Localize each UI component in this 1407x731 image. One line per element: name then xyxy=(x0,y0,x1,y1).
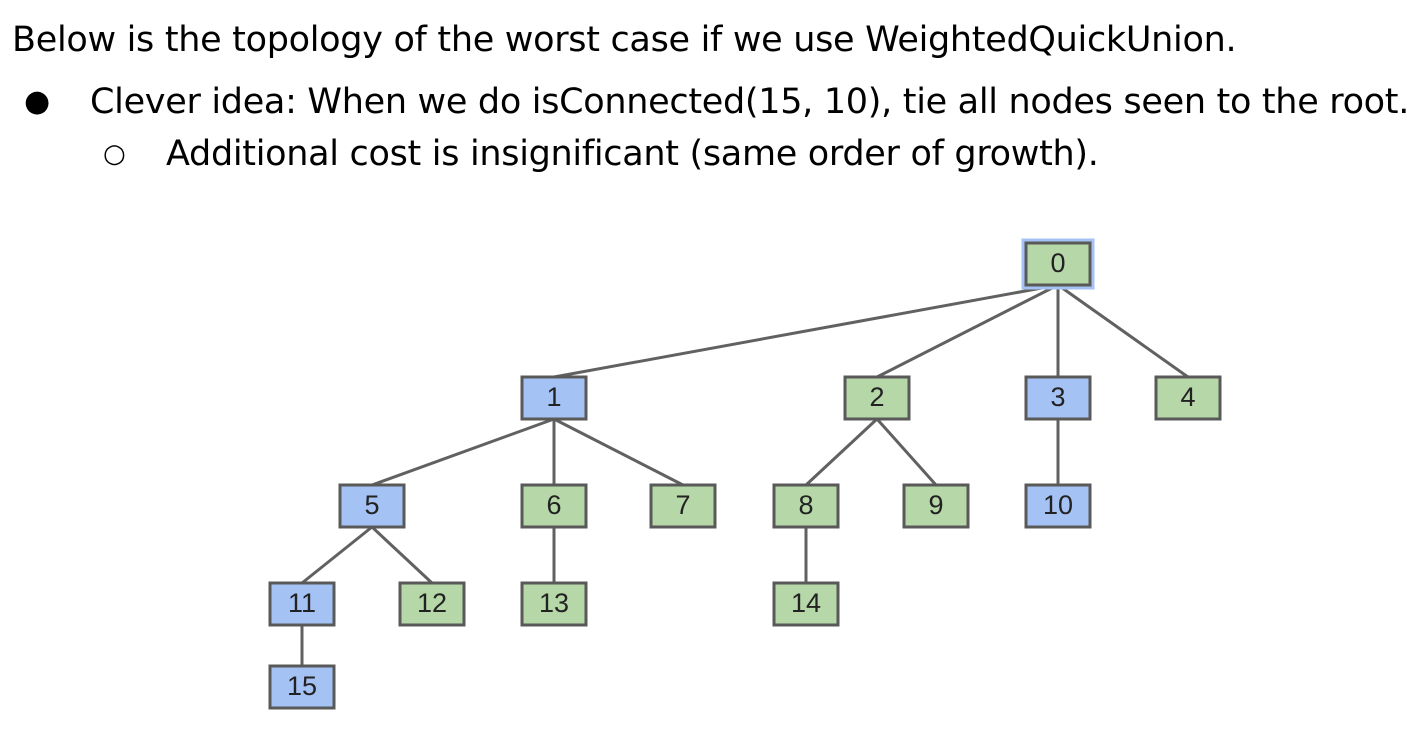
tree-node-2: 2 xyxy=(843,375,911,421)
tree-node-7: 7 xyxy=(649,483,717,529)
node-label-6: 6 xyxy=(546,490,561,520)
node-label-10: 10 xyxy=(1043,490,1073,520)
edge-0-to-4 xyxy=(1057,283,1189,379)
tree-node-6: 6 xyxy=(520,483,588,529)
edge-1-to-5 xyxy=(371,417,555,487)
tree-node-13: 13 xyxy=(520,581,588,627)
node-box-6 xyxy=(520,483,588,529)
node-label-11: 11 xyxy=(288,588,316,618)
tree-edges xyxy=(300,283,1189,666)
node-label-2: 2 xyxy=(869,382,884,412)
node-box-4 xyxy=(1154,375,1222,421)
node-box-2 xyxy=(843,375,911,421)
tree-node-3: 3 xyxy=(1024,375,1092,421)
edge-0-to-1 xyxy=(553,283,1059,379)
node-box-10 xyxy=(1024,483,1092,529)
bullet-clever-idea-text: Clever idea: When we do isConnected(15, … xyxy=(90,82,1407,122)
tree-node-5: 5 xyxy=(338,483,406,529)
node-box-12 xyxy=(398,581,466,627)
tree-node-1: 1 xyxy=(520,375,588,421)
tree-node-9: 9 xyxy=(902,483,970,529)
hollow-bullet-icon: ○ xyxy=(103,139,126,169)
edge-0-to-2 xyxy=(876,283,1059,379)
node-box-8 xyxy=(772,483,840,529)
tree-node-4: 4 xyxy=(1154,375,1222,421)
edge-1-to-7 xyxy=(553,417,684,487)
tree-node-8: 8 xyxy=(772,483,840,529)
node-label-12: 12 xyxy=(417,588,447,618)
node-box-1 xyxy=(520,375,588,421)
filled-bullet-icon: ● xyxy=(24,84,51,119)
node-label-14: 14 xyxy=(791,588,821,618)
node-box-14 xyxy=(772,581,840,627)
root-highlight-border xyxy=(1021,238,1095,290)
node-box-3 xyxy=(1024,375,1092,421)
node-label-9: 9 xyxy=(928,490,943,520)
edge-5-to-12 xyxy=(370,525,434,585)
node-label-7: 7 xyxy=(675,490,690,520)
node-label-3: 3 xyxy=(1050,382,1065,412)
node-box-5 xyxy=(338,483,406,529)
tree-node-11: 11 xyxy=(268,581,336,627)
node-label-0: 0 xyxy=(1050,248,1065,278)
node-label-1: 1 xyxy=(546,382,561,412)
node-label-4: 4 xyxy=(1180,382,1195,412)
tree-node-0: 0 xyxy=(1021,238,1095,290)
node-box-7 xyxy=(649,483,717,529)
edge-2-to-9 xyxy=(875,418,938,486)
node-label-5: 5 xyxy=(364,490,379,520)
edge-2-to-8 xyxy=(804,417,879,487)
edge-5-to-11 xyxy=(301,525,373,585)
node-label-15: 15 xyxy=(287,671,317,701)
node-box-11 xyxy=(268,581,336,627)
node-label-13: 13 xyxy=(539,588,569,618)
tree-node-15: 15 xyxy=(268,664,336,710)
node-box-0 xyxy=(1024,241,1092,287)
tree-node-14: 14 xyxy=(772,581,840,627)
node-box-15 xyxy=(268,664,336,710)
node-box-9 xyxy=(902,483,970,529)
tree-node-10: 10 xyxy=(1024,483,1092,529)
heading-text: Below is the topology of the worst case … xyxy=(12,20,1237,60)
bullet-additional-cost-text: Additional cost is insignificant (same o… xyxy=(166,134,1099,174)
tree-node-12: 12 xyxy=(398,581,466,627)
node-label-8: 8 xyxy=(798,490,813,520)
node-box-13 xyxy=(520,581,588,627)
